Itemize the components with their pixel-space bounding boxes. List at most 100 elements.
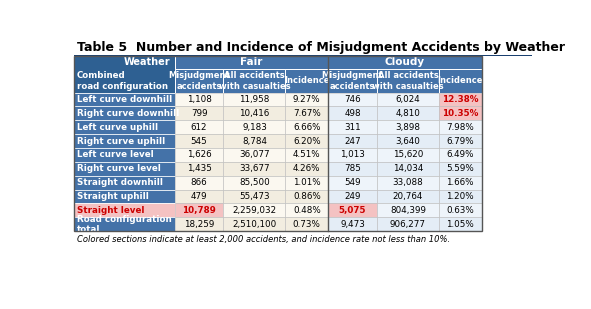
Text: 12.38%: 12.38%	[442, 95, 479, 104]
Bar	[285, 106, 328, 120]
Bar	[285, 189, 328, 203]
Text: Left curve downhill: Left curve downhill	[77, 95, 172, 104]
Text: 5.59%: 5.59%	[446, 164, 474, 173]
Text: Right curve level: Right curve level	[77, 164, 161, 173]
Bar	[328, 56, 482, 70]
Text: 0.86%: 0.86%	[293, 192, 321, 201]
Bar	[223, 148, 285, 162]
Bar	[223, 189, 285, 203]
Text: 785: 785	[344, 164, 361, 173]
Bar	[285, 120, 328, 134]
Bar	[174, 203, 223, 217]
Text: 33,088: 33,088	[392, 178, 423, 187]
Bar	[377, 176, 439, 189]
Bar	[328, 70, 377, 92]
Text: Combined
road configuration: Combined road configuration	[77, 71, 168, 91]
Bar	[223, 70, 285, 92]
Bar	[439, 203, 482, 217]
Text: 549: 549	[344, 178, 361, 187]
Bar	[74, 134, 174, 148]
Bar	[174, 70, 223, 92]
Text: Straight uphill: Straight uphill	[77, 192, 149, 201]
Text: Colored sections indicate at least 2,000 accidents, and incidence rate not less : Colored sections indicate at least 2,000…	[77, 235, 450, 244]
Bar	[174, 106, 223, 120]
Text: 1,435: 1,435	[187, 164, 212, 173]
Text: 6.79%: 6.79%	[446, 137, 474, 146]
Text: 799: 799	[191, 109, 207, 118]
Bar	[439, 162, 482, 176]
Text: 4.51%: 4.51%	[293, 150, 320, 159]
Text: 6,024: 6,024	[395, 95, 420, 104]
Text: 311: 311	[344, 123, 361, 132]
Bar	[377, 203, 439, 217]
Bar	[285, 70, 328, 92]
Text: 14,034: 14,034	[392, 164, 423, 173]
Text: 6.49%: 6.49%	[446, 150, 474, 159]
Text: 7.98%: 7.98%	[446, 123, 474, 132]
Bar	[74, 189, 174, 203]
Text: 612: 612	[191, 123, 207, 132]
Text: Incidence: Incidence	[437, 76, 483, 86]
Bar	[223, 92, 285, 106]
Bar	[174, 217, 223, 231]
Text: 249: 249	[344, 192, 361, 201]
Text: Left curve uphill: Left curve uphill	[77, 123, 158, 132]
Bar	[377, 92, 439, 106]
Bar	[328, 217, 377, 231]
Text: Right curve downhill: Right curve downhill	[77, 109, 179, 118]
Bar	[328, 120, 377, 134]
Text: 0.73%: 0.73%	[293, 220, 321, 229]
Text: 5,075: 5,075	[339, 206, 366, 215]
Text: Incidence: Incidence	[284, 76, 330, 86]
Text: 8,784: 8,784	[242, 137, 267, 146]
Bar	[174, 92, 223, 106]
Text: 746: 746	[344, 95, 361, 104]
Bar	[174, 189, 223, 203]
Bar	[174, 148, 223, 162]
Bar	[74, 56, 174, 92]
Bar	[223, 203, 285, 217]
Bar	[377, 148, 439, 162]
Text: 2,259,032: 2,259,032	[232, 206, 277, 215]
Text: Misjudgment
accidents: Misjudgment accidents	[168, 71, 230, 91]
Text: 866: 866	[191, 178, 207, 187]
Bar	[285, 217, 328, 231]
Bar	[328, 92, 377, 106]
Text: 6.20%: 6.20%	[293, 137, 320, 146]
Bar	[377, 70, 439, 92]
Text: Straight downhill: Straight downhill	[77, 178, 163, 187]
Text: 36,077: 36,077	[239, 150, 269, 159]
Text: 3,640: 3,640	[395, 137, 420, 146]
Text: 1.01%: 1.01%	[293, 178, 320, 187]
Bar	[285, 148, 328, 162]
Text: 804,399: 804,399	[390, 206, 426, 215]
Text: 1,108: 1,108	[187, 95, 212, 104]
Bar	[223, 120, 285, 134]
Text: Misjudgment
accidents: Misjudgment accidents	[322, 71, 384, 91]
Text: Weather: Weather	[124, 57, 171, 67]
Text: 18,259: 18,259	[184, 220, 214, 229]
Bar	[439, 176, 482, 189]
Bar	[328, 203, 377, 217]
Text: 1,626: 1,626	[187, 150, 212, 159]
Bar	[328, 162, 377, 176]
Bar	[174, 162, 223, 176]
Bar	[439, 70, 482, 92]
Bar	[223, 134, 285, 148]
Bar	[223, 176, 285, 189]
Bar	[328, 176, 377, 189]
Bar	[439, 106, 482, 120]
Bar	[74, 162, 174, 176]
Text: 1.05%: 1.05%	[446, 220, 474, 229]
Bar	[377, 217, 439, 231]
Text: 9,473: 9,473	[340, 220, 365, 229]
Bar	[74, 56, 482, 231]
Bar	[223, 106, 285, 120]
Text: Road configuration
total: Road configuration total	[77, 215, 172, 234]
Bar	[377, 106, 439, 120]
Text: 1.66%: 1.66%	[446, 178, 474, 187]
Text: Fair: Fair	[240, 57, 262, 67]
Bar	[377, 120, 439, 134]
Bar	[285, 134, 328, 148]
Text: 9.27%: 9.27%	[293, 95, 320, 104]
